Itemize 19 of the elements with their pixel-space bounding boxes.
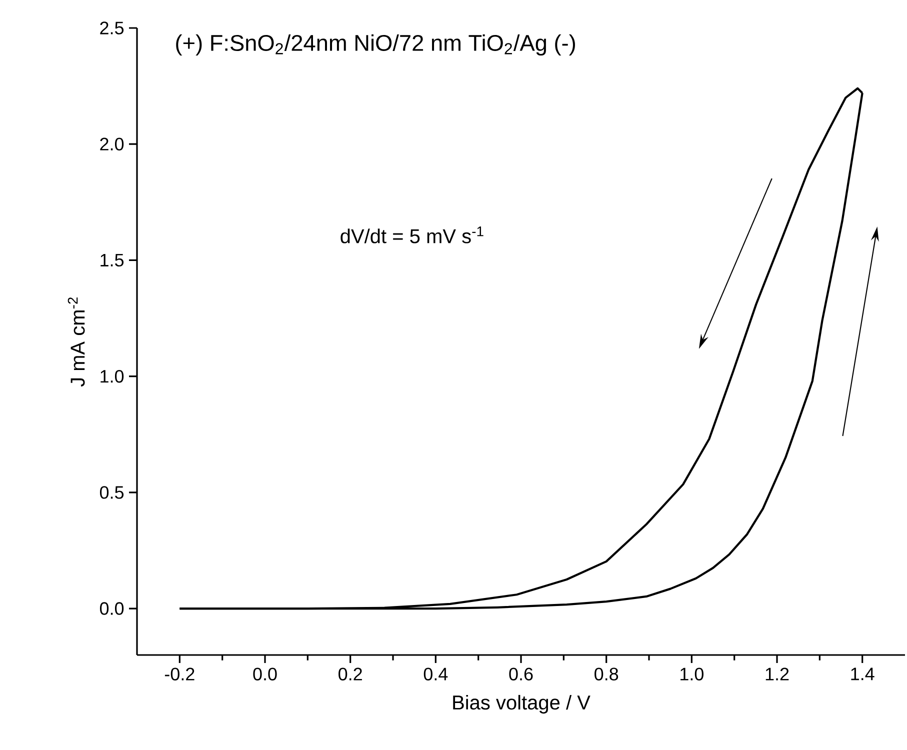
x-tick-label: 0.2	[338, 668, 362, 680]
y-tick-label: 2.0	[100, 138, 124, 150]
x-tick-label: 1.4	[851, 668, 874, 680]
y-tick-label: 0.5	[100, 486, 124, 499]
x-tick-label: 1.0	[680, 668, 704, 680]
y-tick-label: 1.0	[100, 370, 124, 383]
y-tick-label: 1.5	[100, 254, 124, 266]
x-tick-label: 0.4	[424, 668, 448, 680]
y-axis-title: J mA cm$^{-2}$	[68, 297, 85, 387]
annotation: (+) F:SnO$_{2}$/24nm NiO/72 nm TiO$_{2}$/Ag (-)	[176, 34, 575, 56]
x-axis-title: Bias voltage / V	[453, 694, 590, 714]
x-tick-label: 0.6	[509, 668, 533, 680]
x-tick-label: 0.0	[253, 668, 277, 680]
annotation: dV/dt = 5 mV s$^{-1}$	[340, 226, 484, 244]
y-tick-label: 2.5	[100, 22, 124, 34]
y-tick-label: 0.0	[100, 602, 124, 615]
x-tick-label: 0.8	[594, 668, 618, 680]
x-tick-label: -0.2	[164, 668, 194, 680]
x-tick-label: 1.2	[766, 668, 789, 680]
